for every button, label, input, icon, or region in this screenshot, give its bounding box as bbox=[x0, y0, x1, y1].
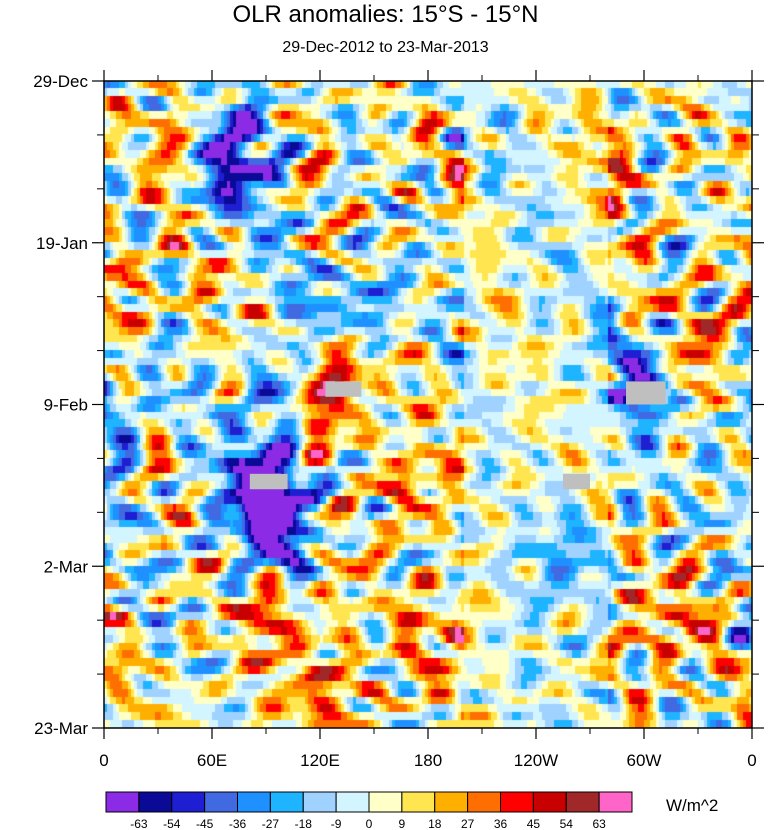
colorbar-swatch bbox=[500, 791, 534, 813]
colorbar-swatch bbox=[105, 791, 140, 813]
colorbar-swatch bbox=[532, 791, 567, 813]
colorbar-swatch bbox=[565, 791, 600, 813]
colorbar-level-label: -36 bbox=[229, 817, 247, 830]
colorbar-level-label: 36 bbox=[494, 817, 508, 830]
colorbar-swatch bbox=[204, 791, 238, 813]
colorbar-level-label: -54 bbox=[163, 817, 181, 830]
missing-data-box bbox=[563, 473, 590, 490]
y-tick-label: 9-Feb bbox=[44, 396, 88, 415]
colorbar-level-label: 63 bbox=[592, 817, 606, 830]
y-tick-label: 23-Mar bbox=[34, 719, 88, 738]
chart-subtitle: 29-Dec-2012 to 23-Mar-2013 bbox=[282, 39, 489, 56]
colorbar-level-label: 18 bbox=[428, 817, 442, 830]
colorbar-swatch bbox=[269, 791, 304, 813]
colorbar-unit-label: W/m^2 bbox=[666, 796, 719, 815]
colorbar-swatch bbox=[434, 791, 469, 813]
colorbar-swatch bbox=[467, 791, 501, 813]
colorbar-swatch bbox=[401, 791, 436, 813]
colorbar-level-label: -27 bbox=[262, 817, 280, 830]
missing-data-box bbox=[249, 473, 288, 490]
y-tick-label: 2-Mar bbox=[44, 557, 89, 576]
x-tick-label: 60W bbox=[627, 751, 662, 770]
chart-title: OLR anomalies: 15°S - 15°N bbox=[232, 1, 539, 28]
x-tick-label: 60E bbox=[197, 751, 227, 770]
colorbar-swatch bbox=[368, 791, 403, 813]
y-tick-label: 29-Dec bbox=[33, 72, 88, 91]
colorbar-level-label: 0 bbox=[366, 817, 373, 830]
colorbar-swatch bbox=[138, 791, 173, 813]
colorbar-swatch bbox=[302, 791, 337, 813]
colorbar-level-label: 45 bbox=[527, 817, 541, 830]
colorbar-level-label: 9 bbox=[399, 817, 406, 830]
colorbar-level-label: 54 bbox=[560, 817, 574, 830]
x-tick-label: 120W bbox=[514, 751, 558, 770]
colorbar-level-label: 27 bbox=[461, 817, 475, 830]
x-tick-label: 180 bbox=[414, 751, 442, 770]
x-tick-label: 0 bbox=[99, 751, 108, 770]
colorbar-swatch bbox=[335, 791, 370, 813]
x-tick-label: 120E bbox=[300, 751, 340, 770]
colorbar-level-label: -18 bbox=[295, 817, 313, 830]
y-tick-label: 19-Jan bbox=[36, 234, 88, 253]
missing-data-box bbox=[626, 381, 666, 405]
colorbar-level-label: -9 bbox=[331, 817, 342, 830]
colorbar-level-label: -45 bbox=[196, 817, 214, 830]
x-tick-label: 0 bbox=[747, 751, 756, 770]
missing-data-box bbox=[325, 381, 362, 397]
colorbar-level-label: -63 bbox=[130, 817, 148, 830]
colorbar-swatch bbox=[598, 791, 633, 813]
colorbar-swatch bbox=[171, 791, 206, 813]
colorbar-swatch bbox=[237, 791, 271, 813]
